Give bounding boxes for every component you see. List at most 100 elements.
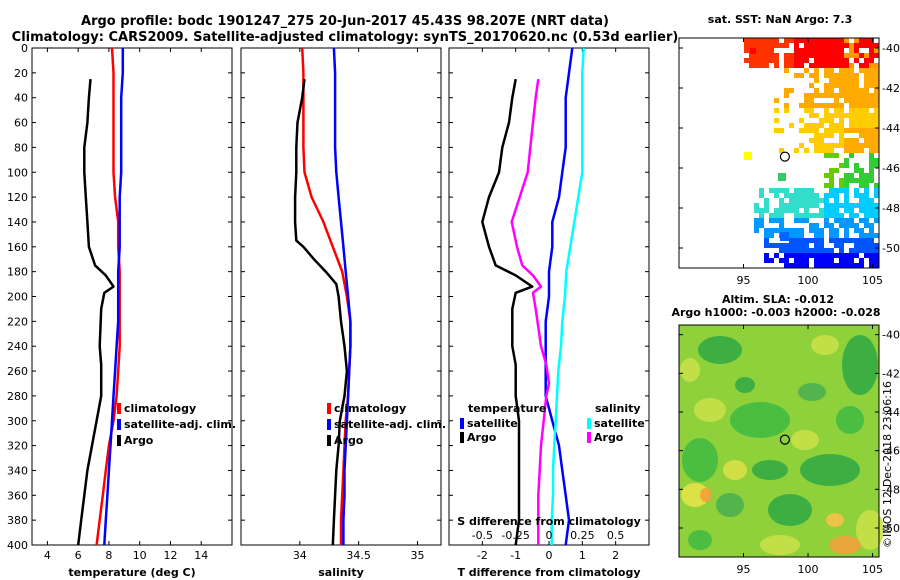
sst-pixel <box>844 228 849 233</box>
sst-pixel <box>794 193 799 198</box>
sst-pixel <box>844 78 849 83</box>
sst-pixel <box>864 218 869 223</box>
sst-pixel <box>854 73 859 78</box>
sst-pixel <box>864 198 869 203</box>
y-tick-label: 320 <box>7 440 28 453</box>
sst-pixel <box>754 53 759 58</box>
sst-pixel <box>794 38 799 43</box>
sst-pixel <box>834 218 839 223</box>
sst-pixel <box>814 73 819 78</box>
sst-pixel <box>799 238 804 243</box>
legend-argo-swatch <box>327 435 331 446</box>
sst-pixel <box>849 253 854 258</box>
sst-pixel <box>779 128 784 133</box>
sst-pixel <box>764 238 769 243</box>
map-y-tick-label: -42 <box>882 367 900 380</box>
sst-pixel <box>764 253 769 258</box>
sst-pixel <box>859 168 864 173</box>
plot-frame <box>240 47 442 546</box>
series-line-salinity-satellite <box>550 47 585 545</box>
sst-pixel <box>814 203 819 208</box>
sla-blob <box>694 398 726 422</box>
sst-pixel <box>839 178 844 183</box>
sst-pixel <box>769 258 774 263</box>
sst-pixel <box>869 113 874 118</box>
sst-pixel <box>824 133 829 138</box>
x-tick-label: 34.5 <box>346 549 371 562</box>
sst-pixel <box>819 93 824 98</box>
sst-pixel <box>754 58 759 63</box>
sst-pixel <box>849 93 854 98</box>
sst-pixel <box>814 133 819 138</box>
sst-pixel <box>784 43 789 48</box>
map-x-tick-label: 105 <box>862 274 883 287</box>
sst-pixel <box>854 108 859 113</box>
argo-position-marker <box>779 151 790 162</box>
legend-satellite-adj-swatch <box>327 419 331 430</box>
sst-pixel <box>809 63 814 68</box>
sst-pixel <box>874 108 879 113</box>
sst-pixel <box>819 238 824 243</box>
sst-pixel <box>869 143 874 148</box>
sst-pixel <box>789 58 794 63</box>
sst-pixel <box>774 53 779 58</box>
sst-pixel <box>764 43 769 48</box>
sla-blob <box>735 377 755 393</box>
sst-pixel <box>829 168 834 173</box>
sst-pixel <box>844 73 849 78</box>
map-y-tick-label: -46 <box>882 162 900 175</box>
secondary-tick-label: 0.25 <box>570 529 595 542</box>
sst-pixel <box>834 83 839 88</box>
sst-pixel <box>814 213 819 218</box>
sst-pixel <box>854 253 859 258</box>
sst-pixel <box>799 103 804 108</box>
sla-blob <box>811 335 839 355</box>
sst-pixel <box>849 53 854 58</box>
sst-pixel <box>784 63 789 68</box>
sst-pixel <box>819 133 824 138</box>
sst-pixel <box>844 163 849 168</box>
sst-pixel <box>789 263 794 268</box>
sst-pixel <box>774 118 779 123</box>
sst-pixel <box>834 113 839 118</box>
sst-pixel <box>854 78 859 83</box>
map-y-tick-label: -40 <box>882 42 900 55</box>
sst-pixel <box>779 203 784 208</box>
sla-blob <box>698 336 742 364</box>
sst-pixel <box>774 43 779 48</box>
sst-pixel <box>839 248 844 253</box>
sst-pixel <box>744 48 749 53</box>
sst-pixel <box>859 218 864 223</box>
sst-pixel <box>849 143 854 148</box>
sst-pixel <box>859 243 864 248</box>
sst-pixel <box>804 238 809 243</box>
sst-pixel <box>809 38 814 43</box>
sst-pixel <box>784 88 789 93</box>
map-x-tick-label: 95 <box>737 563 751 576</box>
map-y-tick-label: -50 <box>882 522 900 535</box>
sst-pixel <box>844 128 849 133</box>
sst-pixel <box>874 113 879 118</box>
sst-pixel <box>819 38 824 43</box>
sst-pixel <box>799 228 804 233</box>
sst-pixel <box>864 128 869 133</box>
sst-pixel <box>769 233 774 238</box>
sst-pixel <box>854 118 859 123</box>
sst-pixel <box>844 223 849 228</box>
sst-pixel <box>874 253 879 258</box>
sst-pixel <box>794 218 799 223</box>
sst-pixel <box>844 158 849 163</box>
sst-pixel <box>849 78 854 83</box>
sst-pixel <box>864 78 869 83</box>
sst-pixel <box>799 128 804 133</box>
x-tick-label: 12 <box>163 549 177 562</box>
sst-pixel <box>814 198 819 203</box>
sst-pixel <box>814 143 819 148</box>
sst-pixel <box>824 148 829 153</box>
legend-climatology: climatology <box>334 402 406 415</box>
sst-pixel <box>804 263 809 268</box>
sst-pixel <box>869 198 874 203</box>
sst-pixel <box>864 178 869 183</box>
sst-pixel <box>869 68 874 73</box>
